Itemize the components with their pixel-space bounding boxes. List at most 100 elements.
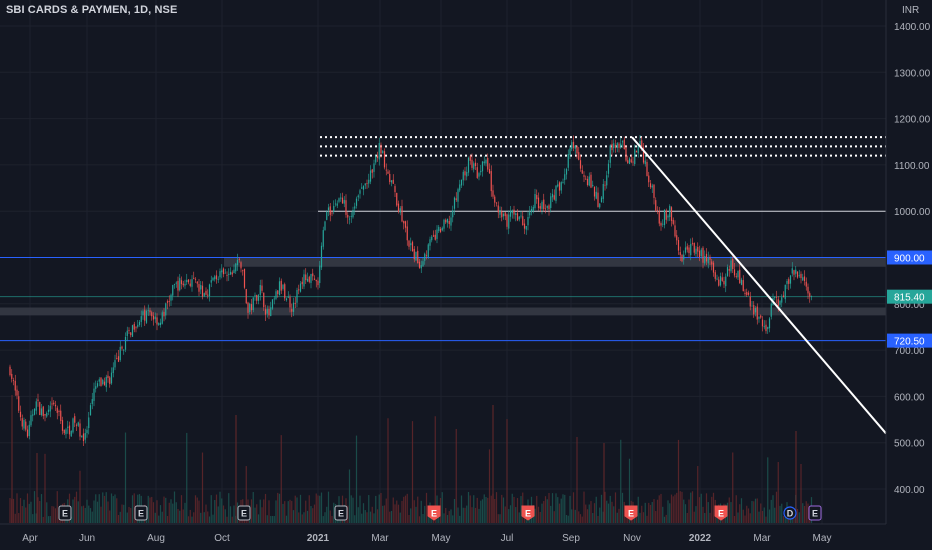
volume-bar: [37, 497, 39, 523]
candle-body: [280, 280, 282, 291]
candle-body: [606, 175, 608, 186]
volume-bar: [669, 503, 671, 523]
volume-bar: [655, 511, 657, 523]
volume-bar: [798, 512, 800, 523]
candle-body: [109, 377, 111, 384]
volume-bar: [495, 492, 498, 523]
price-tick-label: 600.00: [894, 392, 925, 403]
volume-bar: [352, 497, 354, 523]
volume-bar: [504, 506, 506, 523]
volume-bar: [46, 502, 48, 523]
candle-body: [439, 228, 442, 232]
volume-bar: [518, 512, 520, 523]
candle-body: [121, 346, 123, 349]
candlestick-series[interactable]: [9, 135, 813, 447]
event-marker-label: E: [628, 509, 634, 519]
volume-bar: [751, 500, 753, 523]
candle-body: [334, 203, 337, 205]
candle-body: [63, 429, 65, 434]
volume-bar: [735, 495, 737, 523]
time-axis[interactable]: Apr Jun Aug Oct 2021 Mar May Jul Sep Nov 2022 Mar Ma…: [22, 533, 831, 544]
candle-body: [723, 280, 725, 285]
volume-bar: [26, 493, 29, 523]
candle-body: [151, 312, 153, 317]
candle-body: [700, 249, 702, 257]
time-tick-label: Mar: [753, 533, 771, 544]
candle-body: [208, 284, 211, 297]
volume-bar: [170, 499, 172, 523]
trendline[interactable]: [631, 136, 887, 435]
candle-body: [672, 219, 674, 224]
candle-body: [660, 223, 662, 226]
volume-bar: [215, 494, 218, 523]
volume-bar: [23, 499, 25, 523]
volume-bar: [800, 464, 802, 523]
event-marker-label: E: [241, 509, 247, 519]
candle-body: [746, 292, 748, 296]
volume-bar: [383, 505, 386, 523]
volume-bar: [480, 500, 482, 523]
candle-body: [394, 186, 396, 193]
candle-body: [26, 429, 29, 437]
volume-bar: [478, 508, 480, 523]
candle-body: [704, 255, 706, 264]
candle-body: [313, 278, 316, 280]
candle-body: [424, 253, 426, 261]
volume-bar: [277, 492, 279, 523]
volume-bar: [382, 505, 384, 523]
candle-body: [607, 163, 610, 174]
candle-body: [215, 275, 218, 280]
candle-body: [539, 206, 541, 209]
candle-body: [142, 311, 144, 316]
symbol-title[interactable]: SBI CARDS & PAYMEN, 1D, NSE: [6, 4, 178, 16]
candle-body: [537, 197, 540, 209]
volume-bar: [151, 496, 153, 523]
candle-body: [23, 420, 25, 429]
candle-body: [585, 178, 587, 180]
volume-bar: [427, 511, 429, 523]
volume-bar: [385, 498, 387, 523]
volume-bar: [191, 516, 193, 523]
volume-bar: [228, 493, 230, 523]
volume-bar: [175, 502, 177, 523]
candle-body: [712, 262, 715, 273]
volume-bar: [189, 509, 191, 523]
volume-spike: [36, 453, 38, 523]
volume-bar: [396, 500, 398, 523]
candle-body: [203, 293, 205, 296]
volume-bar: [270, 515, 272, 523]
volume-bar: [200, 512, 202, 523]
candle-body: [226, 274, 228, 276]
candle-body: [327, 207, 330, 211]
candle-body: [469, 156, 471, 161]
volume-bar: [417, 496, 419, 523]
volume-bar: [366, 512, 368, 523]
candle-body: [292, 302, 295, 312]
volume-bar: [306, 510, 309, 523]
candle-body: [791, 268, 793, 274]
candle-body: [19, 411, 22, 418]
volume-bar: [399, 512, 401, 523]
candle-body: [378, 143, 380, 160]
volume-bar: [642, 512, 645, 523]
price-zone: [0, 307, 886, 316]
candle-body: [536, 195, 538, 200]
volume-bar: [116, 498, 118, 523]
candle-body: [278, 281, 281, 296]
candle-body: [480, 170, 482, 173]
event-marker-label: E: [138, 509, 144, 519]
volume-bar: [677, 439, 680, 523]
volume-bar: [390, 510, 393, 523]
volume-bar: [534, 508, 536, 523]
candle-body: [509, 211, 512, 217]
volume-bar: [641, 505, 643, 523]
volume-bar: [732, 452, 734, 523]
candle-body: [163, 311, 165, 317]
volume-bar: [471, 507, 473, 523]
volume-bar: [807, 503, 809, 523]
candle-body: [632, 161, 634, 163]
candle-body: [525, 225, 527, 230]
candle-body: [613, 143, 615, 149]
